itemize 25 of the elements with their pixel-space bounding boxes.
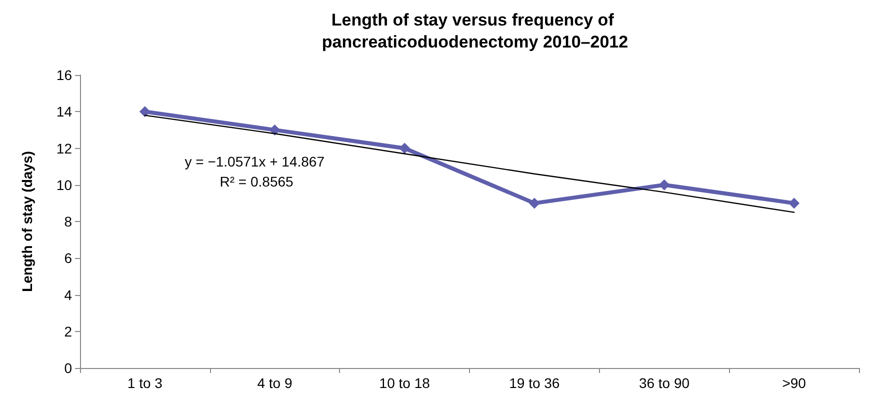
y-tick-label: 2 [64, 323, 72, 340]
chart-title: Length of stay versus frequency of pancreaticoduodenectomy 2010–2012 [322, 10, 628, 52]
annotation: y = −1.0571x + 14.867 [184, 153, 325, 170]
x-tick-label: 4 to 9 [257, 375, 292, 391]
y-tick-label: 6 [64, 250, 72, 266]
y-tick-label: 0 [64, 360, 72, 376]
annotation: R² = 0.8565 [220, 173, 294, 190]
point [788, 198, 800, 209]
point [658, 179, 670, 190]
point [399, 142, 410, 154]
x-tick-label: 19 to 36 [509, 375, 560, 391]
x-tick-label: >90 [782, 375, 806, 391]
point [269, 124, 280, 136]
y-tick-label: 12 [56, 140, 72, 156]
y-tick-label: 4 [64, 286, 72, 303]
y-tick-label: 10 [56, 176, 72, 193]
y-tick-label: 16 [56, 67, 72, 83]
point [139, 106, 150, 118]
y-tick-label: 8 [64, 214, 72, 230]
y-axis-title: Length of stay (days) [19, 151, 35, 292]
y-tick-label: 14 [56, 104, 72, 120]
point [528, 198, 540, 209]
x-tick-label: 10 to 18 [379, 375, 430, 391]
x-tick-label: 36 to 90 [638, 375, 690, 391]
x-tick-label: 1 to 3 [127, 375, 163, 391]
